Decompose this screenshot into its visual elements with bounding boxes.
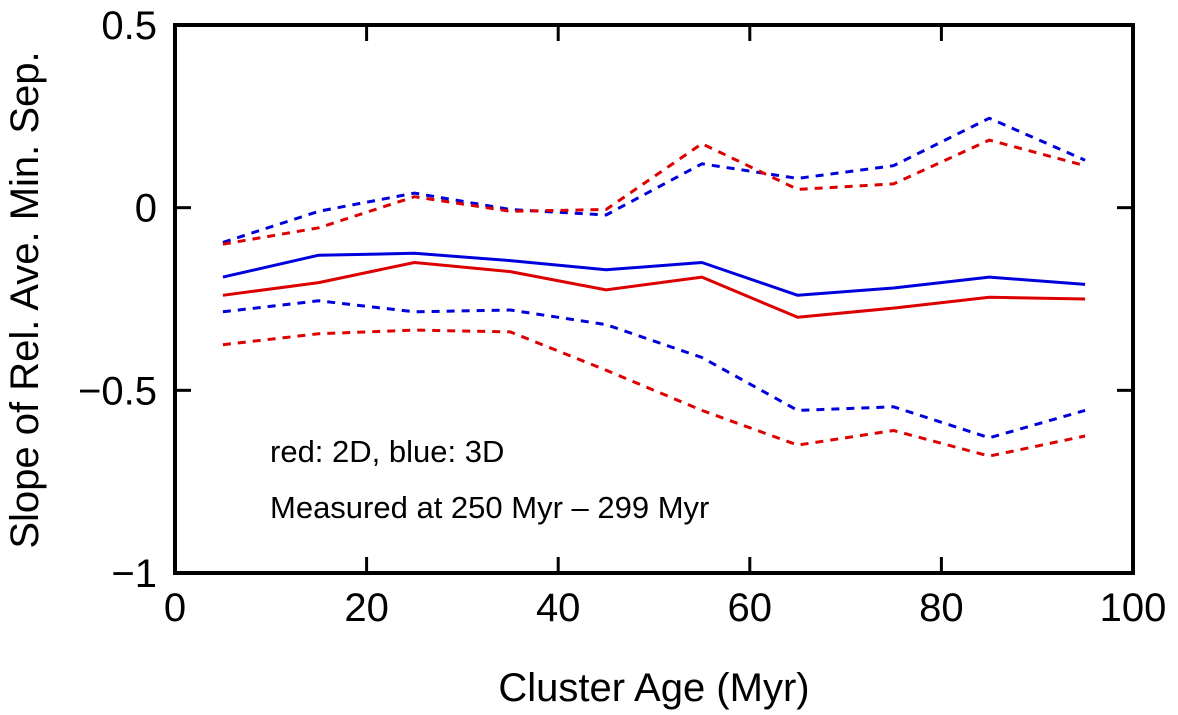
y-tick-label-2: 0 — [135, 187, 157, 231]
x-tick-label-40: 40 — [536, 586, 581, 630]
x-tick-label-20: 20 — [344, 586, 389, 630]
plot-frame — [173, 23, 1135, 575]
y-tick-label-1: −0.5 — [78, 369, 157, 413]
x-tick-label-80: 80 — [919, 586, 964, 630]
annotation-legend: red: 2D, blue: 3D — [270, 434, 504, 469]
series-layer — [222, 116, 1086, 458]
y-tick-label-0: −1 — [111, 552, 157, 596]
x-tick-label-0: 0 — [164, 586, 186, 630]
x-tick-label-100: 100 — [1100, 586, 1167, 630]
x-tick-label-60: 60 — [728, 586, 773, 630]
annotation-measured: Measured at 250 Myr – 299 Myr — [270, 490, 709, 525]
series-line-3d-mean — [222, 251, 1086, 297]
y-axis-label: Slope of Rel. Ave. Min. Sep. — [3, 51, 47, 548]
series-line-3d-lower — [222, 299, 1086, 440]
series-line-2d-mean — [222, 261, 1086, 319]
series-line-2d-upper — [222, 138, 1086, 246]
y-tick-label-3: 0.5 — [101, 4, 157, 48]
series-line-3d-upper — [222, 116, 1086, 244]
x-axis-label: Cluster Age (Myr) — [498, 666, 809, 710]
tick-label-layer: 0 20 40 60 80 100 −1 −0.5 0 0.5 — [78, 4, 1166, 630]
